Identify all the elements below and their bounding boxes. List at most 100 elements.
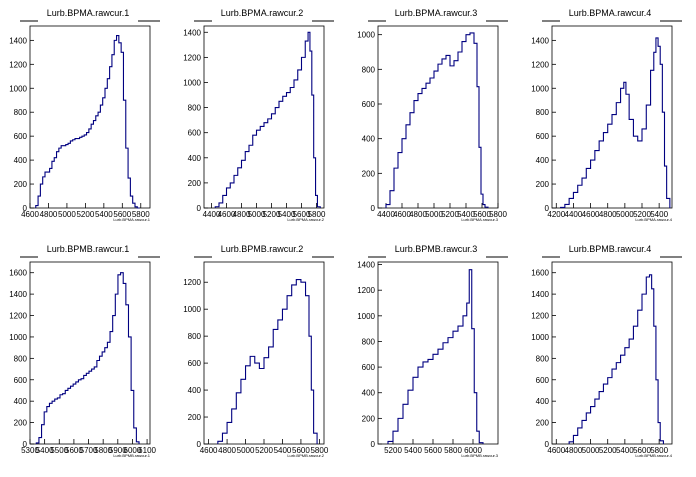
histogram-title: Lurb.BPMB.rawcur.4 (569, 244, 652, 254)
histogram-title: Lurb.BPMA.rawcur.2 (221, 8, 304, 18)
y-tick-label: 1200 (9, 312, 27, 321)
y-tick-label: 200 (362, 414, 376, 423)
x-tick-label: 5600 (424, 446, 442, 455)
histogram-line (569, 275, 663, 444)
x-axis-title: Lurb.BPMA.rawcur.4 (635, 217, 672, 222)
y-tick-label: 1400 (531, 290, 549, 299)
histogram-line (218, 280, 317, 444)
histogram-line (388, 270, 483, 444)
y-tick-label: 1200 (9, 60, 27, 69)
plot-frame (30, 26, 150, 208)
histogram-title: Lurb.BPMB.rawcur.1 (47, 244, 130, 254)
plot-frame (204, 26, 324, 208)
y-tick-label: 1200 (531, 60, 549, 69)
y-tick-label: 400 (536, 397, 550, 406)
y-tick-label: 600 (188, 129, 202, 138)
y-tick-label: 1600 (9, 269, 27, 278)
y-tick-label: 400 (188, 154, 202, 163)
y-tick-label: 600 (14, 376, 28, 385)
y-tick-label: 600 (536, 132, 550, 141)
y-tick-label: 0 (197, 204, 202, 213)
y-tick-label: 1000 (531, 84, 549, 93)
x-axis-title: Lurb.BPMB.rawcur.4 (635, 453, 672, 458)
histogram-line (215, 32, 320, 208)
y-tick-label: 1000 (183, 78, 201, 87)
x-tick-label: 4800 (40, 210, 58, 219)
x-tick-label: 5200 (255, 446, 273, 455)
y-tick-label: 800 (536, 354, 550, 363)
histogram-title: Lurb.BPMA.rawcur.3 (395, 8, 478, 18)
y-tick-label: 600 (188, 359, 202, 368)
x-axis-title: Lurb.BPMA.rawcur.3 (461, 217, 498, 222)
y-tick-label: 400 (14, 397, 28, 406)
histogram-title: Lurb.BPMB.rawcur.2 (221, 244, 304, 254)
x-tick-label: 5800 (444, 446, 462, 455)
y-tick-label: 1000 (9, 84, 27, 93)
histogram-title: Lurb.BPMA.rawcur.1 (47, 8, 130, 18)
y-tick-label: 600 (362, 100, 376, 109)
y-tick-label: 400 (14, 156, 28, 165)
histogram-title: Lurb.BPMA.rawcur.4 (569, 8, 652, 18)
y-tick-label: 1200 (183, 53, 201, 62)
y-tick-label: 200 (536, 180, 550, 189)
x-tick-label: 4600 (21, 210, 39, 219)
y-tick-label: 1400 (531, 36, 549, 45)
y-tick-label: 800 (14, 354, 28, 363)
histogram-svg: Lurb.BPMA.rawcur.30200400600800100044004… (348, 0, 522, 236)
plot-frame (378, 26, 498, 208)
x-tick-label: 5000 (616, 210, 634, 219)
x-tick-label: 5200 (76, 210, 94, 219)
x-tick-label: 4800 (218, 446, 236, 455)
histogram-title: Lurb.BPMB.rawcur.3 (395, 244, 478, 254)
y-tick-label: 400 (188, 386, 202, 395)
y-tick-label: 200 (188, 179, 202, 188)
histogram-svg: Lurb.BPMB.rawcur.10200400600800100012001… (0, 236, 174, 472)
x-axis-title: Lurb.BPMA.rawcur.1 (113, 217, 150, 222)
x-tick-label: 5000 (582, 446, 600, 455)
y-tick-label: 0 (371, 204, 376, 213)
x-axis-title: Lurb.BPMB.rawcur.1 (113, 453, 150, 458)
x-tick-label: 5200 (599, 446, 617, 455)
y-tick-label: 600 (362, 363, 376, 372)
x-tick-label: 4200 (547, 210, 565, 219)
y-tick-label: 400 (362, 135, 376, 144)
histogram-svg: Lurb.BPMA.rawcur.20200400600800100012001… (174, 0, 348, 236)
x-tick-label: 4400 (565, 210, 583, 219)
x-tick-label: 4800 (565, 446, 583, 455)
y-tick-label: 200 (14, 419, 28, 428)
x-tick-label: 5200 (384, 446, 402, 455)
histogram-line (36, 36, 140, 208)
y-tick-label: 0 (371, 440, 376, 449)
x-axis-title: Lurb.BPMB.rawcur.3 (461, 453, 498, 458)
histogram-line (386, 33, 488, 208)
y-tick-label: 1200 (531, 312, 549, 321)
y-tick-label: 600 (14, 132, 28, 141)
y-tick-label: 400 (362, 389, 376, 398)
x-axis-title: Lurb.BPMA.rawcur.2 (287, 217, 324, 222)
x-tick-label: 4800 (599, 210, 617, 219)
histogram-svg: Lurb.BPMB.rawcur.40200400600800100012001… (522, 236, 696, 472)
x-tick-label: 4600 (547, 446, 565, 455)
x-tick-label: 5400 (95, 210, 113, 219)
histogram-line (36, 273, 139, 444)
y-tick-label: 1400 (9, 290, 27, 299)
y-tick-label: 1200 (357, 286, 375, 295)
y-tick-label: 200 (362, 169, 376, 178)
x-tick-label: 5000 (58, 210, 76, 219)
y-tick-label: 800 (14, 108, 28, 117)
y-tick-label: 200 (536, 419, 550, 428)
y-tick-label: 1000 (531, 333, 549, 342)
y-tick-label: 800 (362, 337, 376, 346)
y-tick-label: 1000 (9, 333, 27, 342)
histogram-svg: Lurb.BPMA.rawcur.40200400600800100012001… (522, 0, 696, 236)
x-tick-label: 4600 (200, 446, 218, 455)
histogram-svg: Lurb.BPMB.rawcur.20200400600800100012004… (174, 236, 348, 472)
